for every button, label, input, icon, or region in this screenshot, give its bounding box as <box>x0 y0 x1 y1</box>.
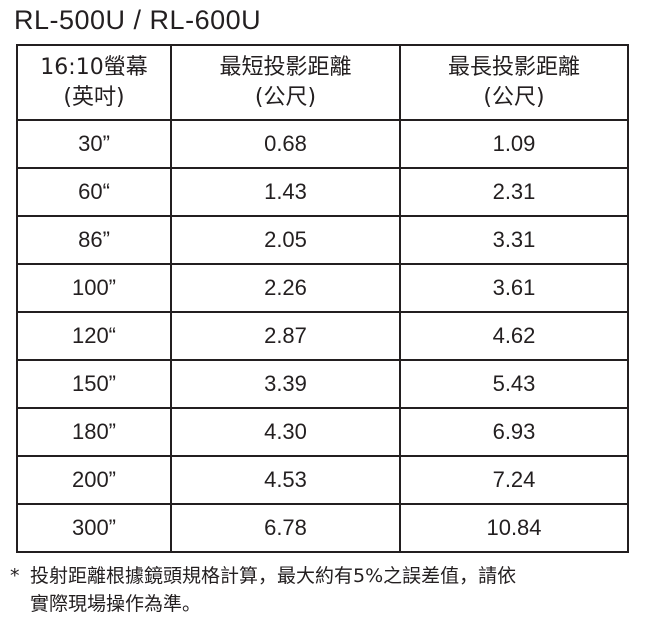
min-distance-cell: 6.78 <box>170 503 401 553</box>
min-distance-cell: 2.87 <box>170 311 401 361</box>
max-distance-cell: 2.31 <box>399 167 629 217</box>
min-distance-cell: 2.05 <box>170 215 401 265</box>
screen-size-cell: 120“ <box>16 311 172 361</box>
min-distance-cell: 2.26 <box>170 263 401 313</box>
min-distance-cell: 0.68 <box>170 119 401 169</box>
footnote: * 投射距離根據鏡頭規格計算，最大約有5%之誤差值，請依 實際現場操作為準。 <box>10 562 640 618</box>
table-row: 150” 3.39 5.43 <box>16 359 629 409</box>
min-distance-cell: 1.43 <box>170 167 401 217</box>
screen-size-cell: 100” <box>16 263 172 313</box>
min-distance-cell: 4.30 <box>170 407 401 457</box>
table-row: 300” 6.78 10.84 <box>16 503 629 553</box>
header-min-distance: 最短投影距離 (公尺) <box>170 44 401 121</box>
min-distance-cell: 4.53 <box>170 455 401 505</box>
header-max-distance: 最長投影距離 (公尺) <box>399 44 629 121</box>
table-row: 100” 2.26 3.61 <box>16 263 629 313</box>
screen-size-cell: 30” <box>16 119 172 169</box>
screen-size-cell: 300” <box>16 503 172 553</box>
min-distance-cell: 3.39 <box>170 359 401 409</box>
table-row: 86” 2.05 3.31 <box>16 215 629 265</box>
table-row: 60“ 1.43 2.31 <box>16 167 629 217</box>
screen-size-cell: 60“ <box>16 167 172 217</box>
table-header-row: 16:10螢幕 (英吋) 最短投影距離 (公尺) 最長投影距離 (公尺) <box>16 44 629 121</box>
screen-size-cell: 200” <box>16 455 172 505</box>
header-screen-size: 16:10螢幕 (英吋) <box>16 44 172 121</box>
max-distance-cell: 3.61 <box>399 263 629 313</box>
footnote-line-1: 投射距離根據鏡頭規格計算，最大約有5%之誤差值，請依 <box>30 565 517 587</box>
max-distance-cell: 5.43 <box>399 359 629 409</box>
footnote-asterisk: * <box>10 565 20 587</box>
table-row: 30” 0.68 1.09 <box>16 119 629 169</box>
table-row: 200” 4.53 7.24 <box>16 455 629 505</box>
max-distance-cell: 3.31 <box>399 215 629 265</box>
max-distance-cell: 4.62 <box>399 311 629 361</box>
screen-size-cell: 150” <box>16 359 172 409</box>
footnote-line-2: 實際現場操作為準。 <box>30 593 202 615</box>
max-distance-cell: 7.24 <box>399 455 629 505</box>
screen-size-cell: 86” <box>16 215 172 265</box>
screen-size-cell: 180” <box>16 407 172 457</box>
table-row: 120“ 2.87 4.62 <box>16 311 629 361</box>
table-row: 180” 4.30 6.93 <box>16 407 629 457</box>
max-distance-cell: 6.93 <box>399 407 629 457</box>
max-distance-cell: 10.84 <box>399 503 629 553</box>
document-title: RL-500U / RL-600U <box>14 5 262 35</box>
max-distance-cell: 1.09 <box>399 119 629 169</box>
projection-distance-table: 16:10螢幕 (英吋) 最短投影距離 (公尺) 最長投影距離 (公尺) 30”… <box>16 44 629 553</box>
